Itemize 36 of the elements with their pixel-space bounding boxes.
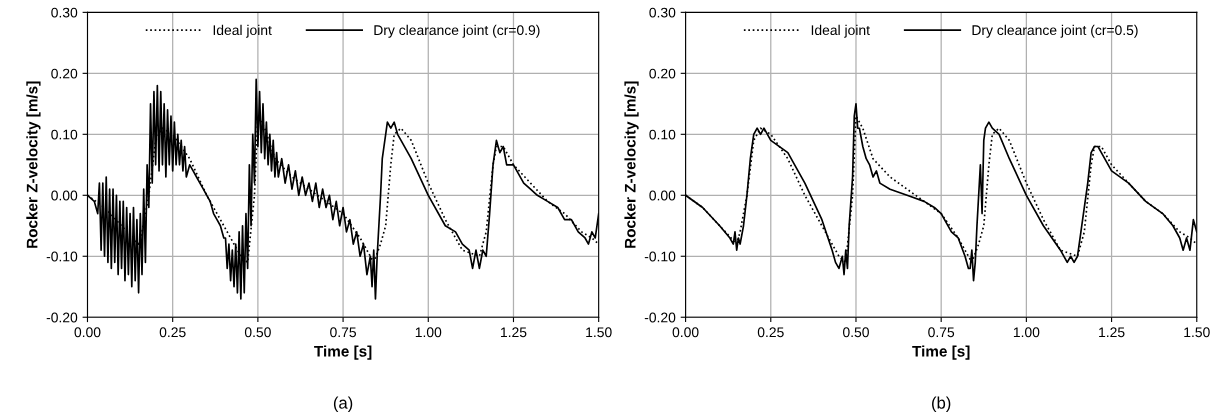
x-tick-label: 1.50	[586, 327, 612, 338]
y-tick-label: 0.00	[649, 190, 676, 201]
y-tick-label: 0.20	[649, 68, 676, 79]
legend-label: Ideal joint	[213, 24, 272, 38]
x-tick-label: 1.25	[1099, 327, 1125, 338]
y-axis-title: Rocker Z-velocity [m/s]	[26, 81, 41, 248]
x-tick-label: 0.50	[843, 327, 869, 338]
y-tick-label: 0.10	[51, 129, 78, 140]
x-tick-label: 0.00	[672, 327, 699, 338]
x-tick-label: 0.75	[928, 327, 955, 338]
y-tick-label: -0.10	[644, 251, 676, 262]
y-tick-label: 0.20	[51, 68, 78, 79]
y-tick-label: 0.00	[51, 190, 78, 201]
y-tick-label: -0.20	[644, 312, 676, 323]
text: (b)	[932, 396, 951, 412]
y-tick-label: -0.10	[46, 251, 78, 262]
y-axis-title: Rocker Z-velocity [m/s]	[624, 81, 639, 248]
x-tick-label: 1.50	[1184, 327, 1210, 338]
x-tick-label: 0.50	[244, 327, 271, 338]
text: (a)	[333, 396, 353, 412]
x-tick-label: 0.25	[757, 327, 784, 338]
y-tick-label: 0.30	[649, 7, 676, 18]
x-axis-title: Time [s]	[314, 345, 372, 360]
x-tick-label: 1.25	[501, 327, 527, 338]
x-tick-label: 0.25	[159, 327, 186, 338]
x-tick-label: 1.00	[415, 327, 442, 338]
x-tick-label: 1.00	[1013, 327, 1040, 338]
y-tick-label: 0.30	[51, 7, 78, 18]
legend-label: Ideal joint	[811, 24, 870, 38]
y-tick-label: 0.10	[649, 129, 676, 140]
y-tick-label: -0.20	[46, 312, 78, 323]
x-axis-title: Time [s]	[912, 345, 970, 360]
legend-label: Dry clearance joint (cr=0.9)	[374, 24, 540, 38]
legend-label: Dry clearance joint (cr=0.5)	[972, 24, 1138, 38]
x-tick-label: 0.00	[74, 327, 101, 338]
x-tick-label: 0.75	[330, 327, 357, 338]
